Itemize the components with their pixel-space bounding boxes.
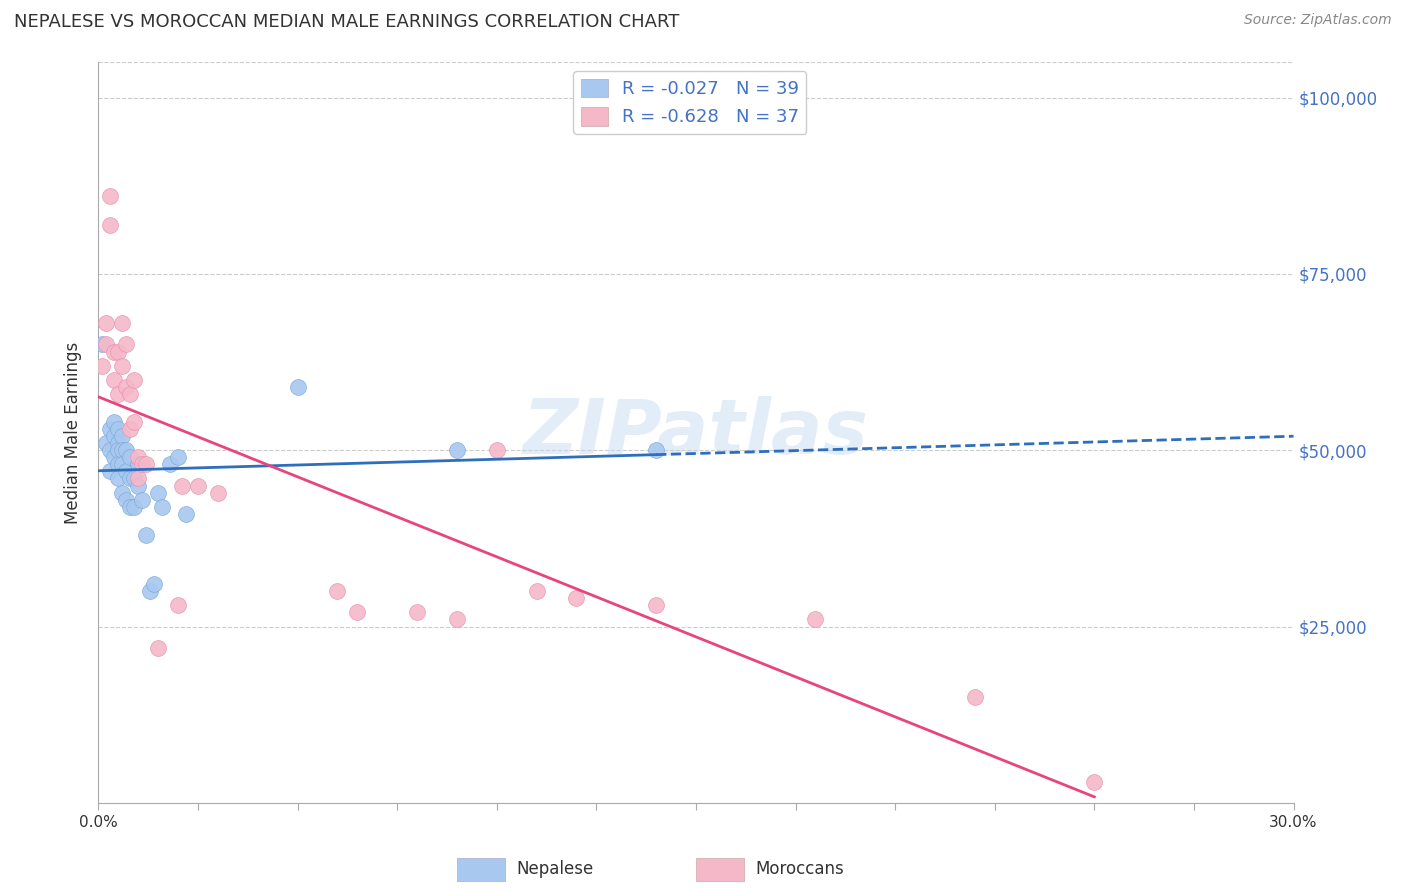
Point — [96, 337, 118, 351]
Point — [150, 500, 173, 514]
Point — [103, 373, 125, 387]
Point — [111, 359, 134, 373]
Point — [120, 450, 142, 465]
Point — [326, 584, 349, 599]
Point — [485, 443, 508, 458]
Point — [645, 443, 668, 458]
Point — [98, 443, 122, 458]
Point — [159, 458, 181, 472]
Point — [120, 500, 142, 514]
Point — [98, 464, 122, 478]
Point — [127, 458, 149, 472]
Point — [148, 640, 170, 655]
Point — [143, 577, 166, 591]
Point — [127, 471, 149, 485]
Point — [120, 422, 142, 436]
Point — [139, 584, 162, 599]
Text: Source: ZipAtlas.com: Source: ZipAtlas.com — [1244, 13, 1392, 28]
Point — [207, 485, 229, 500]
Point — [565, 591, 588, 606]
Point — [167, 450, 190, 465]
Legend: R = -0.027   N = 39, R = -0.628   N = 37: R = -0.027 N = 39, R = -0.628 N = 37 — [574, 71, 807, 134]
Point — [107, 344, 129, 359]
Point — [107, 422, 129, 436]
Point — [446, 443, 468, 458]
Point — [91, 337, 114, 351]
Point — [115, 380, 138, 394]
Point — [124, 373, 146, 387]
Point — [98, 422, 122, 436]
Text: Nepalese: Nepalese — [517, 861, 593, 879]
Point — [96, 436, 118, 450]
Point — [103, 429, 125, 443]
Point — [131, 492, 153, 507]
Point — [107, 443, 129, 458]
Point — [115, 464, 138, 478]
Point — [135, 528, 157, 542]
Point — [172, 478, 194, 492]
Point — [111, 485, 134, 500]
Point — [115, 337, 138, 351]
Point — [174, 507, 197, 521]
Point — [406, 606, 429, 620]
Point — [446, 612, 468, 626]
Point — [111, 443, 134, 458]
Point — [131, 458, 153, 472]
Point — [111, 458, 134, 472]
Point — [287, 380, 309, 394]
Text: Moroccans: Moroccans — [756, 861, 845, 879]
Point — [1083, 774, 1105, 789]
Point — [127, 478, 149, 492]
Point — [115, 492, 138, 507]
Point — [115, 443, 138, 458]
Point — [111, 316, 134, 330]
Point — [167, 599, 190, 613]
Point — [107, 387, 129, 401]
Point — [103, 450, 125, 465]
Point — [346, 606, 368, 620]
Point — [107, 471, 129, 485]
Point — [120, 387, 142, 401]
Point — [804, 612, 827, 626]
Point — [103, 344, 125, 359]
Bar — [457, 858, 505, 880]
Point — [135, 458, 157, 472]
Text: ZIPatlas: ZIPatlas — [523, 396, 869, 469]
Point — [96, 316, 118, 330]
Point — [148, 485, 170, 500]
Text: NEPALESE VS MOROCCAN MEDIAN MALE EARNINGS CORRELATION CHART: NEPALESE VS MOROCCAN MEDIAN MALE EARNING… — [14, 13, 679, 31]
Point — [98, 218, 122, 232]
Point — [107, 436, 129, 450]
Point — [98, 189, 122, 203]
Point — [91, 359, 114, 373]
Y-axis label: Median Male Earnings: Median Male Earnings — [65, 342, 83, 524]
Point — [103, 415, 125, 429]
Point — [124, 500, 146, 514]
Point — [645, 599, 668, 613]
Point — [107, 458, 129, 472]
Point — [187, 478, 209, 492]
Point — [124, 415, 146, 429]
Point — [124, 471, 146, 485]
Point — [120, 471, 142, 485]
Point — [111, 429, 134, 443]
Point — [526, 584, 548, 599]
Point — [127, 450, 149, 465]
Bar — [696, 858, 744, 880]
Point — [963, 690, 986, 704]
